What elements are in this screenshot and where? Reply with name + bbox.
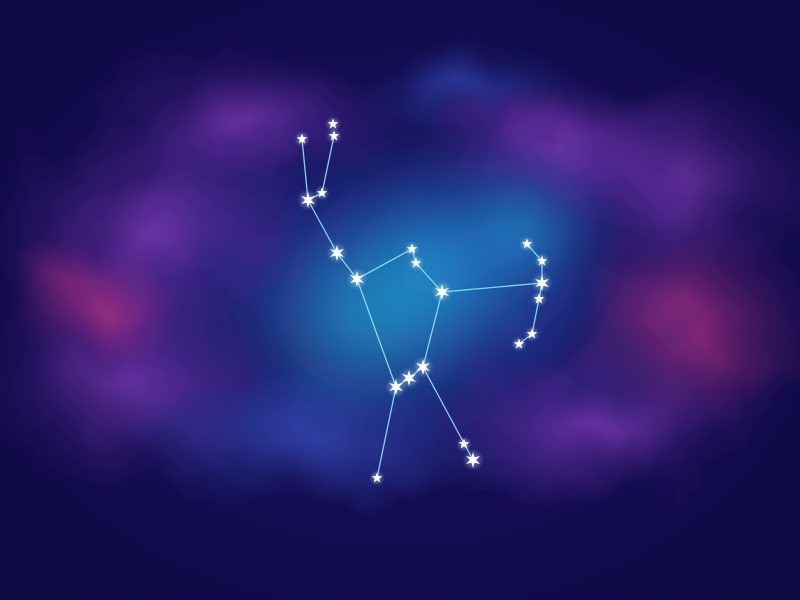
star-icon: [519, 236, 535, 252]
star-icon: [456, 436, 472, 452]
star-icon: [404, 241, 420, 257]
constellation-line: [422, 291, 443, 368]
star-icon: [462, 449, 484, 471]
star-icon: [511, 336, 527, 352]
star-icon: [325, 116, 341, 132]
star-icon: [531, 272, 553, 294]
star-icon: [294, 131, 310, 147]
constellation-line: [321, 135, 335, 194]
star-icon: [534, 253, 550, 269]
star-icon: [369, 470, 385, 486]
star-icon: [385, 376, 407, 398]
star-icon: [297, 189, 319, 211]
constellation-line: [376, 386, 397, 479]
star-icon: [431, 281, 453, 303]
star-icon: [408, 255, 424, 271]
star-icon: [524, 326, 540, 342]
star-icon: [326, 242, 348, 264]
constellation-line: [441, 282, 543, 293]
star-icon: [346, 268, 368, 290]
star-icon: [531, 291, 547, 307]
constellation-stars: [294, 116, 553, 486]
constellation-line: [356, 278, 397, 388]
star-icon: [326, 128, 342, 144]
